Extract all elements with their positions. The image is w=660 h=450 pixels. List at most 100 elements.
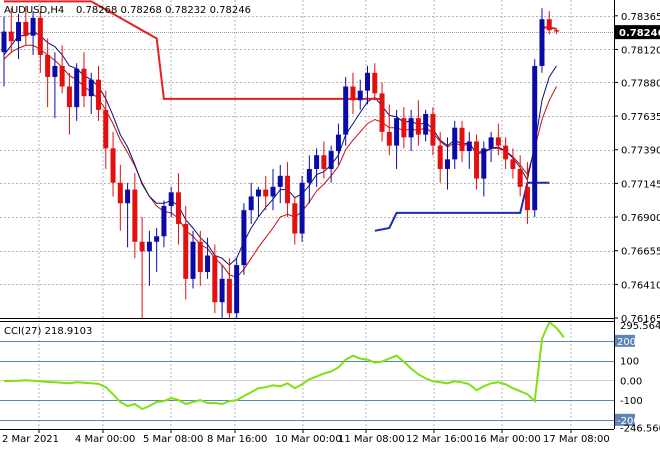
price-tick-label: 0.76410 <box>621 280 660 291</box>
candle-body <box>96 79 102 110</box>
price-tick-label: 0.76655 <box>621 247 660 258</box>
candle-body <box>394 118 400 146</box>
candle-body <box>16 21 22 42</box>
candle <box>45 38 51 108</box>
candle-body <box>459 127 465 152</box>
candle <box>270 168 276 211</box>
time-tick-label: 10 Mar 00:00 <box>275 434 342 445</box>
candle-body <box>423 114 429 135</box>
candle-body <box>350 86 356 101</box>
candle <box>292 196 298 245</box>
time-tick-label: 2 Mar 2021 <box>2 434 59 445</box>
candle-body <box>517 168 523 187</box>
candle-body <box>314 155 320 169</box>
candle-body <box>546 19 552 31</box>
candle <box>96 65 102 121</box>
candle <box>386 104 392 156</box>
price-tick-label: 0.77880 <box>621 78 660 89</box>
candle <box>16 13 22 60</box>
candle-body <box>212 255 218 303</box>
candle <box>248 182 254 224</box>
candle-body <box>444 159 450 169</box>
candle-body <box>263 189 269 197</box>
candle-body <box>117 182 123 204</box>
candle <box>241 203 247 275</box>
price-tag-text: 0.78246 <box>619 28 660 39</box>
candle <box>481 141 487 197</box>
candle <box>466 131 472 169</box>
time-tick-label: 17 Mar 08:00 <box>543 434 610 445</box>
candle <box>423 109 429 142</box>
candle-body <box>81 68 87 97</box>
candle <box>37 10 43 73</box>
candle <box>408 109 414 152</box>
candle-body <box>103 109 109 149</box>
axis-labels: 0.78365 0.78120 0.77880 0.77635 0.77390 0.771… <box>2 12 660 445</box>
candle <box>161 200 167 248</box>
candle-body <box>554 30 560 32</box>
candle <box>350 72 356 115</box>
candle-body <box>37 17 43 55</box>
candle-body <box>532 65 538 211</box>
candle-body <box>430 114 436 146</box>
candle <box>321 141 327 179</box>
candle-body <box>503 145 509 160</box>
candle <box>306 155 312 204</box>
candle-body <box>401 118 407 138</box>
candle-body <box>168 192 174 207</box>
candle-body <box>1 31 7 53</box>
candle-body <box>321 155 327 169</box>
candle-body <box>524 186 530 211</box>
cci-line <box>3 322 565 411</box>
candle <box>1 16 7 87</box>
candle <box>517 155 523 197</box>
candle <box>335 123 341 165</box>
candle-body <box>197 241 203 272</box>
cci-level-200: 200 <box>617 337 636 348</box>
candle-body <box>139 241 145 252</box>
chart-frame <box>0 0 615 430</box>
candle-body <box>74 68 80 108</box>
candle <box>444 137 450 190</box>
price-tag-box <box>615 25 660 40</box>
candle-body <box>52 65 58 77</box>
candle-body <box>539 19 545 66</box>
candle-body <box>248 196 254 211</box>
price-tick-label: 0.77390 <box>621 146 660 157</box>
candle-body <box>255 189 261 197</box>
candle-body <box>241 210 247 266</box>
candle-body <box>205 255 211 272</box>
sar-blue-line <box>374 181 550 232</box>
candle <box>503 137 509 169</box>
candle <box>23 5 29 46</box>
cci-level-100: 100 <box>620 357 639 368</box>
candle <box>88 72 94 115</box>
candle-body <box>110 148 116 183</box>
candle-body <box>132 189 138 242</box>
cci-label: CCI(27) 218.9103 <box>4 326 92 337</box>
candle-body <box>357 90 363 101</box>
cci-level-neg200: -200 <box>617 416 640 427</box>
candle <box>263 175 269 211</box>
candle-body <box>154 236 160 242</box>
candle <box>474 134 480 190</box>
candle <box>190 230 196 289</box>
price-tick-label: 0.77145 <box>621 179 660 190</box>
candle-body <box>285 175 291 204</box>
candle <box>132 173 138 259</box>
candle-body <box>66 86 72 108</box>
candle <box>66 72 72 135</box>
price-tick-label: 0.77635 <box>621 112 660 123</box>
candle-body <box>408 118 414 138</box>
candle-body <box>270 186 276 197</box>
candle <box>285 162 291 218</box>
candle <box>314 148 320 187</box>
price-tick-label: 0.76165 <box>621 314 660 325</box>
ma-fast-line <box>3 31 557 266</box>
candle <box>394 109 400 169</box>
price-tick-label: 0.78365 <box>621 12 660 23</box>
candle-body <box>234 265 240 314</box>
candle-body <box>161 206 167 237</box>
candle <box>415 100 421 146</box>
